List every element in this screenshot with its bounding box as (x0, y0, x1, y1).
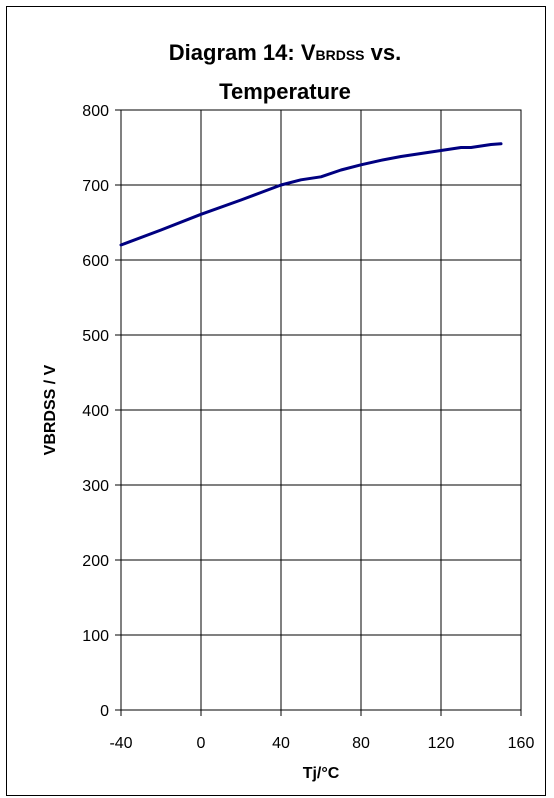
y-tick-label: 200 (82, 553, 109, 570)
y-tick-label: 100 (82, 628, 109, 645)
x-axis-label: Tj/°C (303, 765, 340, 782)
y-tick-label: 400 (82, 403, 109, 420)
chart-frame (6, 6, 546, 796)
y-tick-label: 500 (82, 328, 109, 345)
x-tick-label: 40 (272, 735, 290, 752)
chart-title-line1: Diagram 14: VBRDSS vs. (169, 40, 401, 65)
y-tick-label: 800 (82, 103, 109, 120)
y-tick-label: 300 (82, 478, 109, 495)
series-line (119, 142, 503, 247)
y-tick-label: 0 (100, 703, 109, 720)
x-axis-ticks: -40 0 40 80 120 160 (109, 710, 534, 752)
x-tick-label: 120 (428, 735, 455, 752)
chart-title-line2: Temperature (219, 79, 351, 104)
grid-lines (120, 109, 522, 711)
y-tick-label: 600 (82, 253, 109, 270)
x-tick-label: 160 (508, 735, 535, 752)
x-tick-label: -40 (109, 735, 132, 752)
y-tick-label: 700 (82, 178, 109, 195)
y-axis-ticks: 0 100 200 300 400 500 600 700 800 (82, 103, 121, 720)
series-group (119, 142, 503, 247)
x-tick-label: 80 (352, 735, 370, 752)
x-tick-label: 0 (197, 735, 206, 752)
y-axis-label: VBRDSS / V (42, 364, 59, 455)
